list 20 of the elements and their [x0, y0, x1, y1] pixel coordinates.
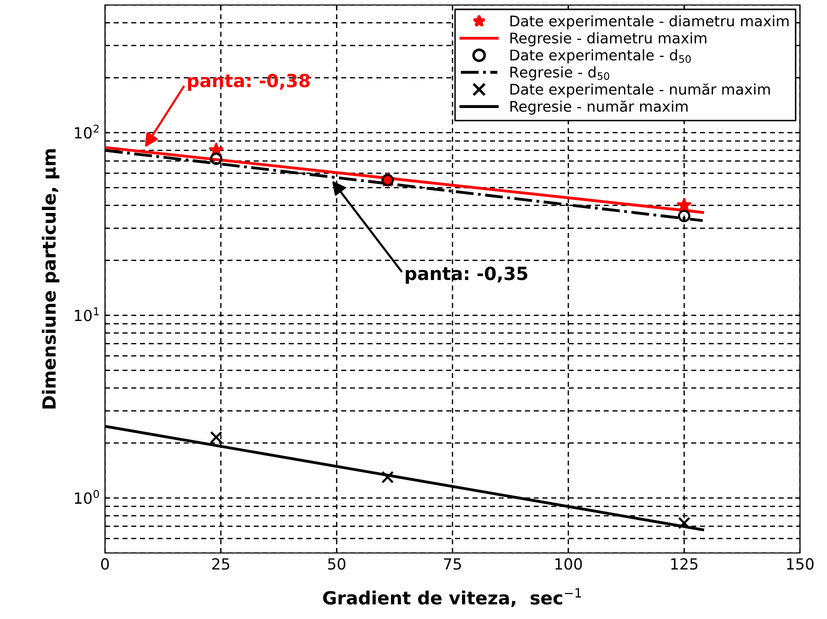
- x-axis-title: Gradient de viteza, sec$^{−1}$: [323, 588, 582, 607]
- annotation: panta: -0,35: [406, 266, 528, 284]
- legend-label: Date experimentale - număr maxim: [510, 83, 770, 98]
- legend-label: Regresie - număr maxim: [510, 100, 688, 115]
- y-tick-label: 10$^{0}$: [74, 490, 99, 504]
- x-tick-label: 75: [444, 558, 461, 570]
- y-tick-label: 10$^{1}$: [74, 307, 99, 322]
- legend-label: Regresie - diametru maxim: [510, 32, 706, 46]
- x-tick-label: 25: [212, 558, 230, 570]
- x-tick-label: 100: [555, 558, 582, 570]
- legend-label: Regresie - d$_{50}$: [510, 66, 610, 80]
- y-axis-title: Dimensiune particule, μm: [42, 149, 60, 409]
- y-tick-label: 10$^{2}$: [74, 124, 99, 139]
- x-tick-label: 125: [671, 558, 698, 570]
- x-tick-label: 50: [328, 558, 346, 570]
- annotation: panta: -0,38: [188, 74, 310, 91]
- legend-label: Date experimentale - diametru maxim: [510, 15, 789, 30]
- x-tick-label: 0: [101, 558, 109, 570]
- legend-label: Date experimentale - d$_{50}$: [510, 49, 691, 64]
- x-tick-label: 150: [787, 558, 814, 570]
